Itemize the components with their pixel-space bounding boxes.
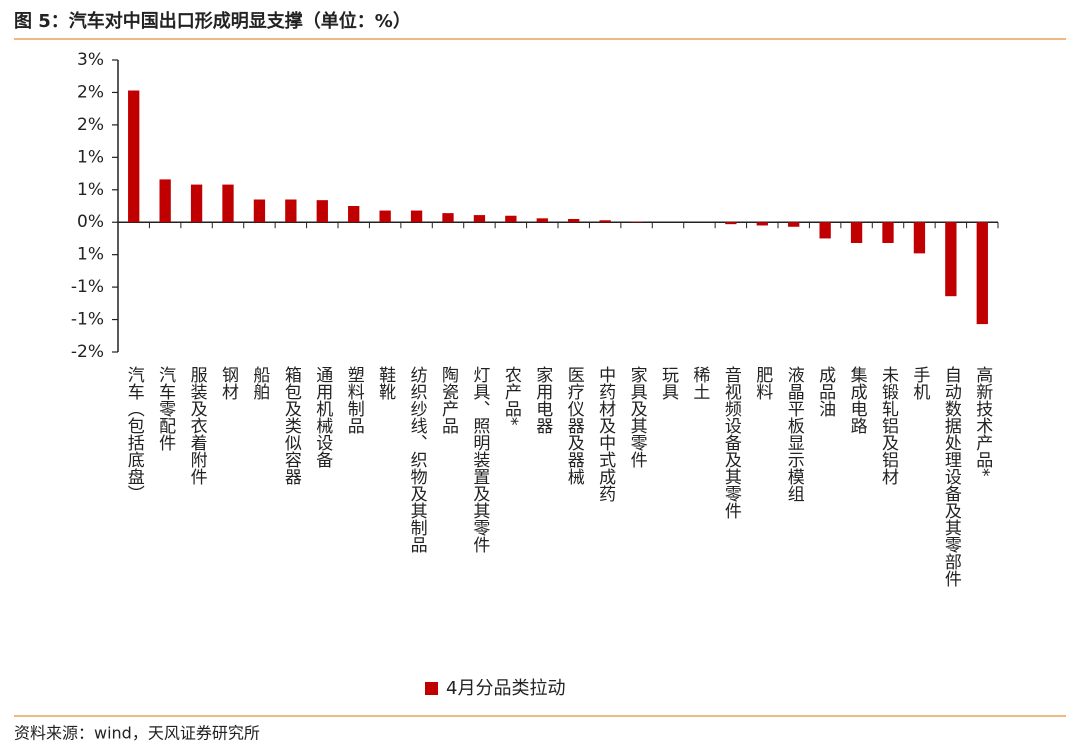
x-tick-label: 液晶平板显示模组 — [784, 366, 805, 502]
bar — [945, 222, 957, 297]
bar — [882, 222, 894, 243]
x-tick-label: 肥料 — [752, 366, 773, 400]
bar — [222, 184, 234, 223]
x-tick-label: 汽车（包括底盘） — [124, 366, 145, 502]
x-tick-label: 灯具、照明装置及其零件 — [469, 366, 490, 553]
bar — [159, 179, 171, 223]
bar — [442, 213, 454, 223]
x-tick-label: 汽车零配件 — [155, 366, 176, 451]
bar — [190, 184, 203, 223]
x-tick-label: 未锻轧铝及铝材 — [878, 366, 899, 485]
bar — [756, 222, 768, 226]
bar — [725, 222, 737, 225]
bar — [473, 215, 486, 223]
x-tick-label: 陶瓷产品 — [438, 366, 459, 434]
y-tick-label: -2% — [71, 342, 104, 362]
x-tick-label: 自动数据处理设备及其零部件 — [941, 366, 962, 587]
x-tick-label: 鞋靴 — [375, 366, 396, 400]
bar — [913, 222, 926, 254]
bar — [976, 222, 988, 325]
bar — [599, 220, 611, 223]
x-tick-label: 家用电器 — [532, 366, 553, 434]
y-tick-label: 0% — [77, 212, 104, 232]
bar — [285, 199, 297, 223]
bar — [316, 200, 328, 223]
legend-swatch — [425, 682, 438, 695]
x-tick-label: 农产品* — [501, 366, 522, 426]
bar — [253, 199, 266, 223]
bar — [410, 210, 423, 223]
bar — [568, 218, 580, 223]
x-tick-label: 医疗仪器及器械 — [564, 366, 585, 485]
y-tick-label: -1% — [71, 310, 104, 330]
chart-title: 图 5：汽车对中国出口形成明显支撑（单位：%） — [14, 10, 411, 32]
bar — [505, 215, 517, 223]
x-tick-label: 玩具 — [658, 366, 679, 400]
x-tick-label: 纺织纱线、织物及其制品 — [407, 366, 428, 553]
bar — [536, 218, 548, 223]
bar — [348, 206, 360, 223]
x-tick-label: 稀土 — [689, 366, 710, 400]
y-tick-label: 1% — [77, 180, 104, 200]
bar — [379, 210, 391, 223]
y-tick-label: 2% — [77, 82, 104, 102]
x-tick-label: 通用机械设备 — [312, 366, 333, 468]
x-tick-label: 高新技术产品* — [972, 366, 993, 477]
x-tick-label: 钢材 — [218, 366, 239, 400]
x-tick-label: 塑料制品 — [344, 366, 365, 434]
x-tick-label: 手机 — [909, 366, 930, 400]
bar — [819, 222, 831, 239]
y-tick-label: 2% — [77, 115, 104, 135]
source-note: 资料来源：wind，天风证券研究所 — [14, 724, 260, 743]
x-tick-label: 音视频设备及其零件 — [721, 366, 742, 519]
bar — [128, 90, 140, 223]
y-tick-label: -1% — [71, 277, 104, 297]
x-tick-label: 箱包及类似容器 — [281, 366, 302, 485]
bar — [630, 221, 643, 223]
x-tick-label: 成品油 — [815, 366, 836, 417]
x-tick-label: 服装及衣着附件 — [187, 366, 208, 485]
y-tick-label: 1% — [77, 245, 104, 265]
y-tick-label: 1% — [77, 147, 104, 167]
legend-label: 4月分品类拉动 — [446, 678, 565, 699]
bar — [788, 222, 800, 227]
x-tick-label: 船舶 — [249, 366, 270, 401]
x-tick-label: 中药材及中式成药 — [595, 366, 616, 503]
x-tick-label: 集成电路 — [847, 366, 868, 434]
bar — [850, 222, 863, 243]
x-tick-label: 家具及其零件 — [627, 366, 648, 468]
y-tick-label: 3% — [77, 50, 104, 70]
